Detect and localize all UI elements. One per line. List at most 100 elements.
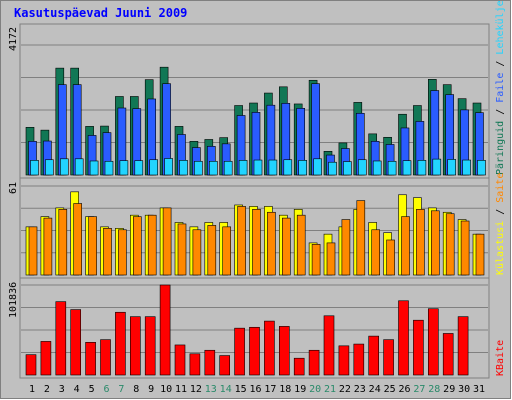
bar-saite [58,209,68,276]
bar-saite [386,239,395,276]
x-tick-label: 17 [264,384,276,395]
bar-saite [103,228,112,276]
panel-top-bars [25,66,486,176]
bar-kbaite [278,326,290,376]
legend-entry: Saite [495,173,506,203]
bar-kbaite [70,309,81,376]
bar-lehekuljed [45,159,54,176]
bar-lehekuljed [447,159,457,176]
x-axis-day-labels: 1 2 3 4 5 6 7 8 9 10 11 12 13 14 15 16 17 18 19 20 21 22 23 24 2… [29,384,485,395]
bar-lehekuljed [268,159,278,176]
bar-lehekuljed [343,161,352,176]
x-tick-label: 16 [249,384,261,395]
bar-lehekuljed [89,160,99,176]
x-tick-label: 5 [89,384,95,395]
bar-kbaite [457,316,469,376]
bar-saite [133,216,142,276]
bar-saite [341,219,351,276]
panel-middle-bars [25,191,485,276]
x-tick-label: 28 [428,384,440,395]
bar-saite [401,216,410,276]
bar-saite [460,220,470,276]
bar-kbaite [204,349,216,376]
bar-kbaite [353,343,365,376]
bar-lehekuljed [223,160,233,176]
bar-lehekuljed [149,159,158,176]
bar-lehekuljed [402,160,412,176]
bar-kbaite [189,353,201,376]
bar-saite [147,214,157,276]
bar-kbaite [383,339,394,376]
x-tick-label: 10 [160,384,172,395]
bar-lehekuljed [104,160,114,176]
bar-saite [118,229,127,276]
x-tick-label: 22 [339,384,351,395]
legend-entry: Päringuid [495,121,506,175]
bar-lehekuljed [238,160,248,176]
x-tick-label: 12 [190,384,202,395]
bar-kbaite [427,308,439,376]
x-tick-label: 25 [384,384,396,395]
bar-lehekuljed [462,159,471,176]
x-tick-label: 23 [354,384,366,395]
bar-lehekuljed [134,160,144,176]
bar-kbaite [174,344,186,376]
bar-lehekuljed [283,159,293,176]
bar-kbaite [159,284,171,376]
panel-bottom-max-label: 101836 [8,282,19,318]
bar-lehekuljed [194,160,203,176]
bar-lehekuljed [30,160,39,176]
bar-kbaite [308,349,320,376]
x-tick-label: 8 [133,384,139,395]
x-tick-label: 24 [369,384,381,395]
bar-lehekuljed [477,160,486,176]
bar-lehekuljed [59,158,69,176]
bar-saite [371,229,381,276]
bar-kbaite [338,345,350,376]
panel-top-legend: Päringuid / Faile / Leheküljed / Külastu… [495,0,506,175]
panel-middle: 61 Külastusi / Saite [8,173,506,279]
bar-lehekuljed [298,160,308,176]
bar-saite [162,207,172,276]
bar-kbaite [264,320,275,376]
x-tick-label: 18 [279,384,291,395]
legend-entry: KBaite [495,340,506,376]
bar-lehekuljed [179,160,188,176]
panel-middle-legend: Külastusi / Saite [495,173,506,275]
bar-saite [281,217,291,276]
bar-saite [356,200,366,276]
bar-saite [296,214,306,276]
bar-lehekuljed [74,158,84,176]
panel-bottom-legend: KBaite [495,340,506,376]
legend-entry: Külastusi [495,221,506,275]
bar-saite [252,209,261,276]
bar-lehekuljed [357,159,367,176]
bar-saite [177,223,187,276]
bar-saite [28,226,38,276]
bar-lehekuljed [328,161,337,176]
bar-saite [311,244,321,276]
x-tick-label: 20 [309,384,321,395]
bar-saite [326,242,336,276]
bar-saite [416,209,425,276]
bar-lehekuljed [387,160,397,176]
x-tick-label: 4 [74,384,80,395]
bar-kbaite [234,327,245,376]
bar-lehekuljed [253,159,263,176]
x-tick-label: 11 [175,384,187,395]
bar-lehekuljed [119,160,129,176]
bar-kbaite [115,311,126,376]
bar-kbaite [293,357,305,376]
bar-saite [475,233,485,276]
x-tick-label: 13 [205,384,217,395]
x-tick-label: 26 [398,384,410,395]
bar-kbaite [40,341,52,376]
x-tick-label: 14 [220,384,232,395]
bar-saite [207,225,217,276]
x-tick-label: 15 [235,384,247,395]
bar-saite [88,216,97,276]
panel-top-max-label: 4172 [8,27,19,51]
x-tick-label: 30 [458,384,470,395]
x-tick-label: 1 [29,384,35,395]
